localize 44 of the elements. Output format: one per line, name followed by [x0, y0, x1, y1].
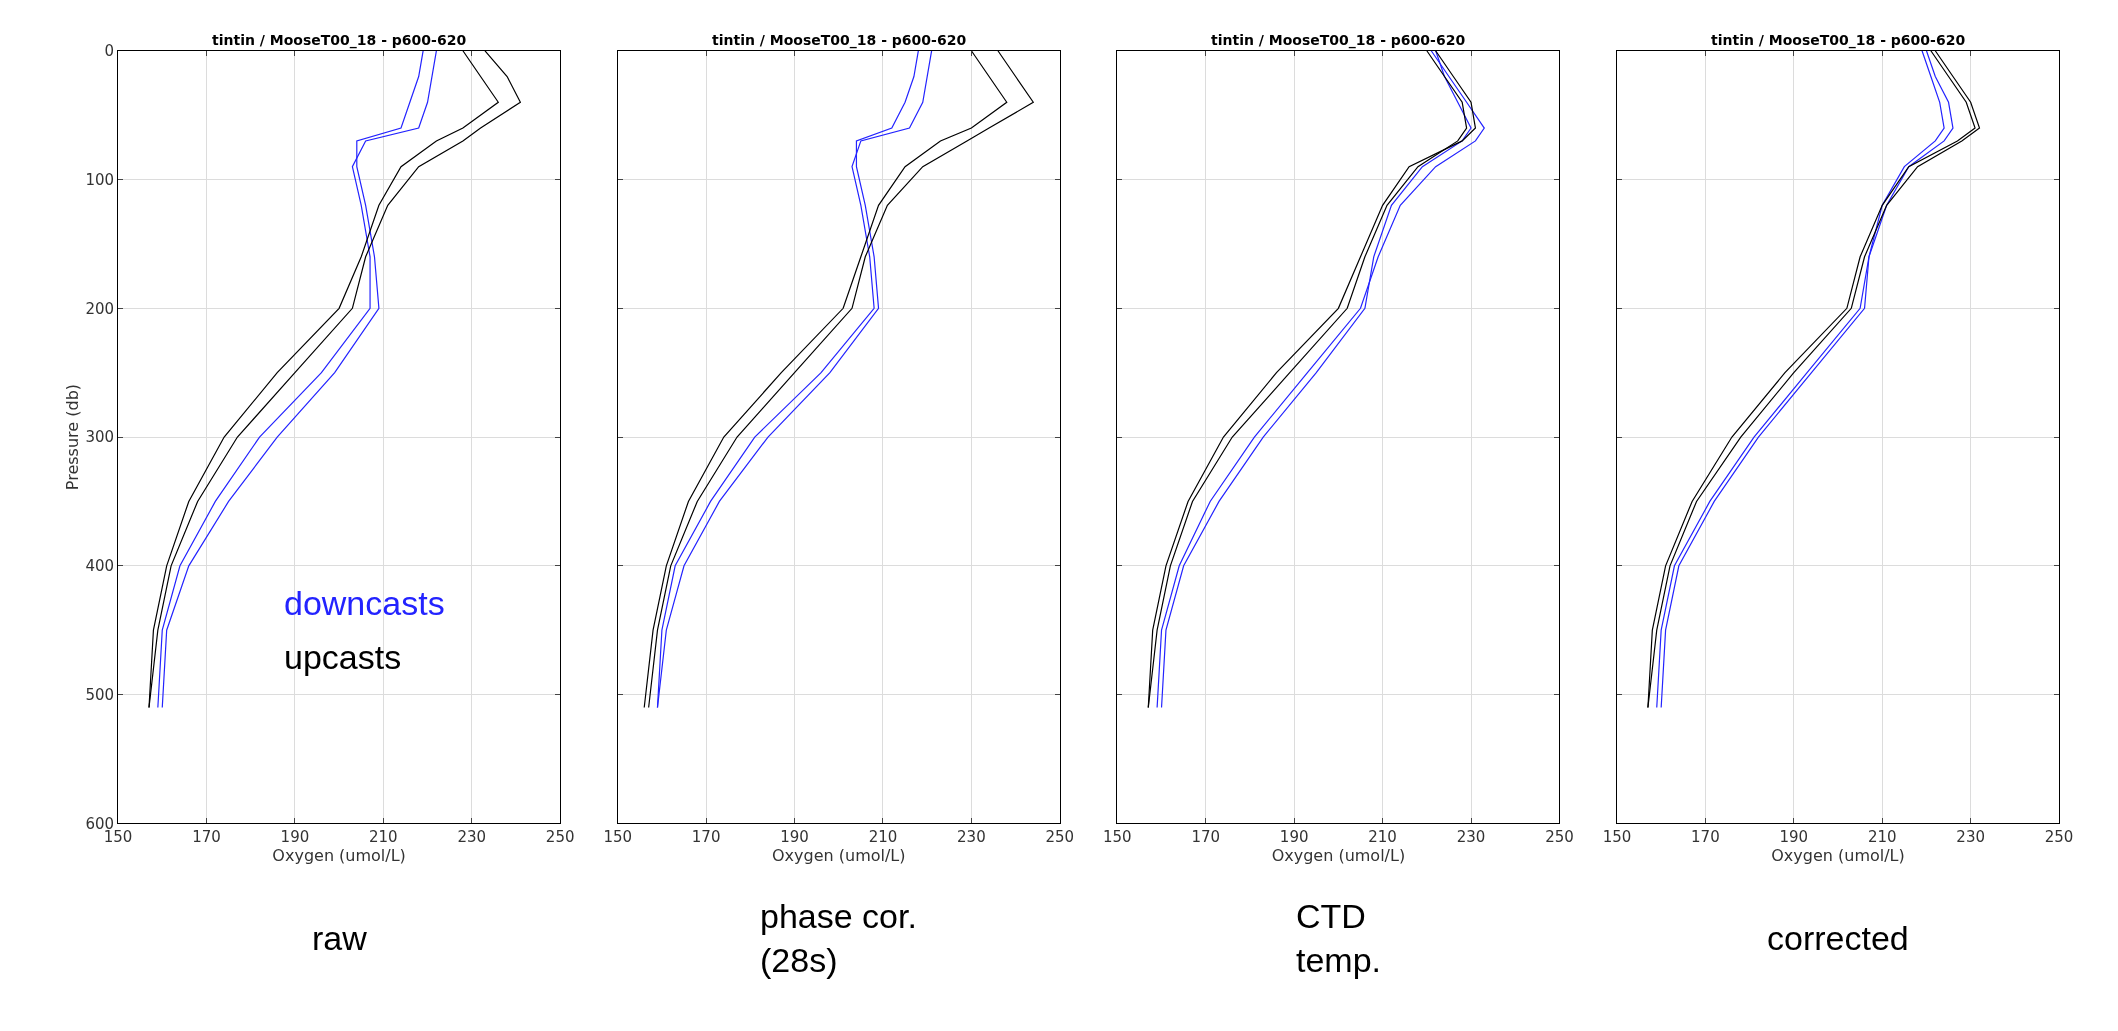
x-tick-label: 230	[1456, 828, 1486, 847]
x-tick-label: 250	[2044, 828, 2074, 847]
text: downcasts	[284, 584, 445, 622]
x-axis-title: Oxygen (umol/L)	[771, 846, 906, 866]
x-axis-title: Oxygen (umol/L)	[272, 846, 406, 866]
x-tick-label: 230	[457, 828, 487, 847]
y-tick-label: 500	[85, 685, 115, 704]
y-tick-label: 0	[104, 42, 115, 61]
x-axis-title: Oxygen (umol/L)	[1271, 846, 1406, 866]
x-tick-label: 170	[691, 828, 721, 847]
x-tick-label: 210	[1867, 828, 1897, 847]
text: CTD temp.	[1296, 897, 1382, 980]
text: phase cor. (28s)	[760, 897, 917, 980]
x-tick-label: 190	[1779, 828, 1809, 847]
x-tick-label: 250	[1545, 828, 1574, 847]
x-tick-label: 210	[868, 828, 898, 847]
x-tick-label: 150	[1602, 828, 1632, 847]
x-tick-label: 210	[1368, 828, 1397, 847]
x-tick-label: 190	[1279, 828, 1309, 847]
x-tick-label: 190	[780, 828, 809, 847]
x-tick-label: 150	[603, 828, 633, 847]
chart-title: tintin / MooseT00_18 - p600-620	[712, 32, 967, 49]
chart-title: tintin / MooseT00_18 - p600-620	[1211, 32, 1466, 49]
x-tick-label: 170	[192, 828, 221, 847]
y-tick-label: 300	[85, 428, 115, 447]
x-axis-title: Oxygen (umol/L)	[1771, 846, 1905, 866]
x-tick-label: 170	[1191, 828, 1221, 847]
x-tick-label: 230	[1956, 828, 1985, 847]
y-tick-label: 200	[85, 299, 115, 318]
y-tick-label: 100	[85, 170, 115, 189]
x-tick-label: 190	[280, 828, 310, 847]
text: corrected	[1767, 919, 1909, 957]
y-tick-label: 400	[85, 557, 115, 576]
x-tick-label: 150	[1103, 828, 1132, 847]
x-tick-label: 210	[369, 828, 398, 847]
x-tick-label: 250	[1045, 828, 1075, 847]
chart-title: tintin / MooseT00_18 - p600-620	[1711, 32, 1966, 49]
x-tick-label: 230	[957, 828, 986, 847]
text: upcasts	[284, 638, 402, 676]
text: raw	[312, 919, 368, 957]
x-tick-label: 170	[1691, 828, 1720, 847]
y-axis-title: Pressure (db)	[63, 383, 83, 491]
x-tick-label: 250	[545, 828, 575, 847]
chart-title: tintin / MooseT00_18 - p600-620	[212, 32, 467, 49]
